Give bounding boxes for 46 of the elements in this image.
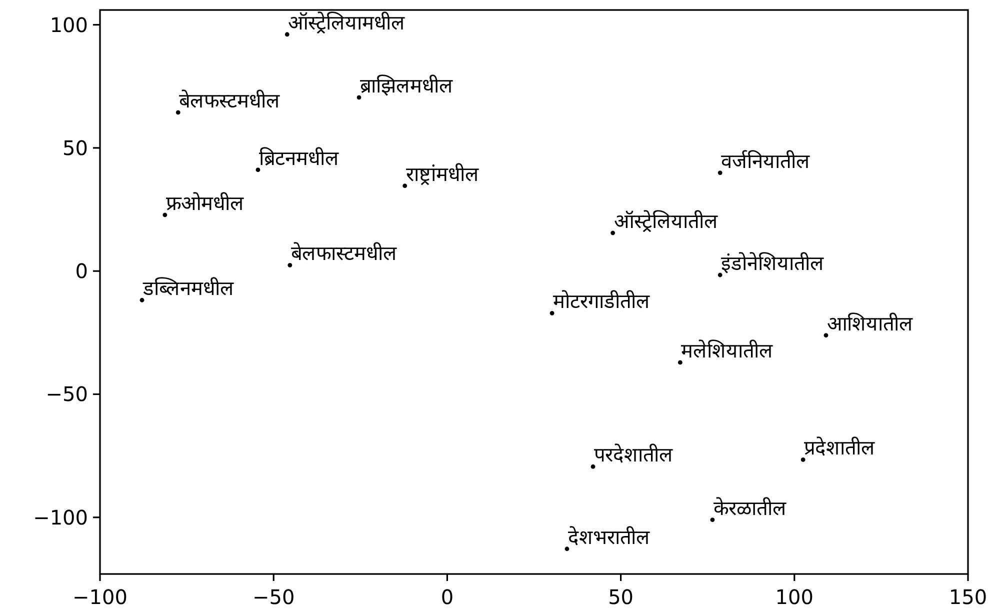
annotation: बेलफस्टमधील bbox=[179, 88, 280, 112]
x-tick-label: 0 bbox=[440, 585, 454, 609]
y-tick-label: 50 bbox=[62, 136, 88, 160]
point bbox=[356, 95, 362, 100]
annotation: मोटरगाडीतील bbox=[553, 289, 650, 314]
y-tick-label: −50 bbox=[46, 382, 88, 406]
annotation: राष्ट्रांमधील bbox=[406, 162, 479, 186]
point bbox=[256, 168, 260, 172]
point bbox=[718, 272, 722, 278]
point bbox=[678, 360, 682, 365]
x-tick-label: 150 bbox=[948, 585, 988, 609]
point bbox=[610, 230, 616, 236]
annotation: इंडोनेशियातील bbox=[721, 251, 824, 276]
x-tick-label: −50 bbox=[252, 585, 295, 609]
annotation: केरळातील bbox=[713, 496, 786, 520]
y-tick-label: 0 bbox=[75, 259, 88, 284]
point bbox=[288, 262, 292, 268]
annotation: वर्जनियातील bbox=[721, 148, 810, 173]
point bbox=[284, 32, 290, 37]
annotation: ब्रिटनमधील bbox=[258, 146, 339, 170]
annotation: ऑस्ट्रेलियातील bbox=[614, 208, 718, 233]
x-tick-label: 50 bbox=[608, 585, 634, 609]
y-tick-label: 100 bbox=[50, 12, 88, 37]
point bbox=[176, 110, 180, 115]
annotation: ब्राझिलमधील bbox=[360, 73, 454, 98]
annotation: डब्लिनमधील bbox=[142, 276, 234, 300]
annotation: ऑस्ट्रेलियामधील bbox=[288, 10, 406, 34]
y-tick-label: −100 bbox=[33, 505, 88, 530]
x-tick-label: 100 bbox=[775, 585, 814, 609]
point bbox=[140, 298, 144, 302]
point bbox=[402, 184, 408, 188]
annotation: परदेशातील bbox=[594, 442, 674, 467]
point bbox=[710, 518, 715, 522]
annotation: मलेशियातील bbox=[681, 338, 774, 362]
annotation: देशभरातील bbox=[568, 524, 650, 549]
annotation: आशियातील bbox=[826, 311, 913, 336]
point bbox=[718, 170, 722, 175]
point bbox=[590, 464, 596, 469]
annotation: बेलफास्टमधील bbox=[290, 241, 397, 266]
point bbox=[550, 310, 554, 316]
point bbox=[824, 333, 828, 338]
annotation: प्रदेशातील bbox=[804, 436, 876, 460]
annotation: फ्रओमधील bbox=[166, 190, 244, 215]
point bbox=[564, 546, 570, 552]
point bbox=[162, 212, 168, 218]
point bbox=[800, 458, 806, 462]
